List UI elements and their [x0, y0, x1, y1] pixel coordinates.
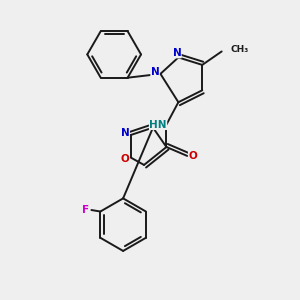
Text: N: N [151, 68, 160, 77]
Text: N: N [172, 48, 181, 58]
Text: F: F [82, 205, 89, 215]
Text: HN: HN [149, 120, 167, 130]
Text: O: O [188, 151, 197, 161]
Text: CH₃: CH₃ [230, 46, 248, 55]
Text: O: O [121, 154, 130, 164]
Text: N: N [121, 128, 130, 138]
